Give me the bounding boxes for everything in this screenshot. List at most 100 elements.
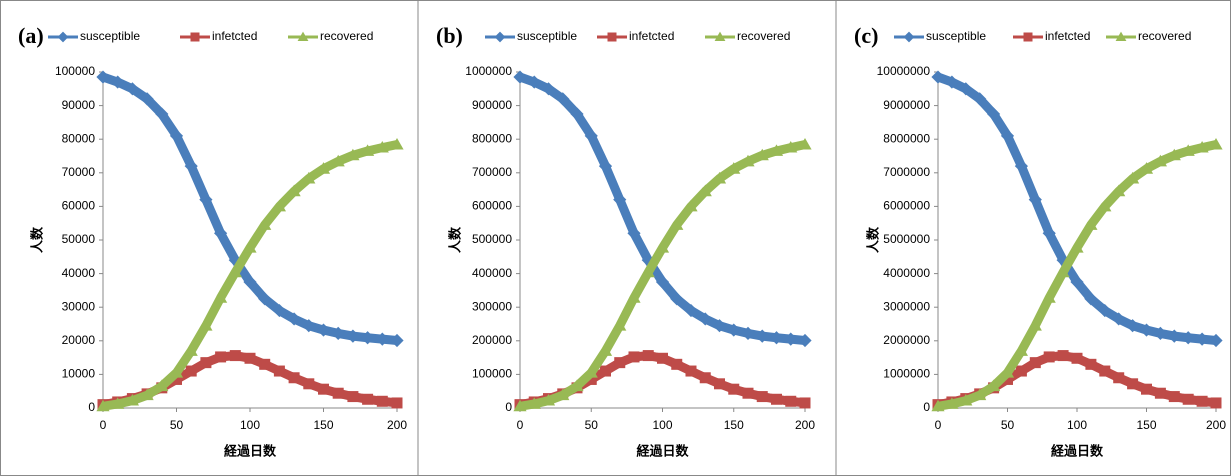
data-point	[111, 75, 125, 89]
data-point	[375, 141, 389, 153]
legend-label: infetcted	[629, 29, 674, 43]
data-point	[1056, 265, 1070, 278]
data-point	[527, 75, 541, 89]
data-point	[1209, 333, 1223, 348]
data-point	[642, 350, 654, 362]
y-tick-label: 1000000	[883, 367, 930, 381]
data-point	[973, 388, 987, 401]
data-point	[641, 265, 655, 278]
data-point	[670, 218, 684, 230]
y-tick-label: 500000	[472, 232, 512, 246]
data-point	[1182, 393, 1194, 405]
data-point	[1085, 358, 1097, 370]
y-tick-label: 300000	[472, 299, 512, 313]
x-tick-label: 50	[1001, 418, 1015, 432]
data-point	[1154, 387, 1166, 399]
data-point	[96, 70, 110, 84]
data-point	[1141, 383, 1152, 395]
y-tick-label: 6000000	[883, 199, 930, 213]
data-point	[959, 394, 973, 406]
data-point	[1112, 312, 1126, 326]
y-tick-label: 30000	[62, 299, 96, 313]
data-point	[200, 357, 212, 369]
data-point	[302, 171, 316, 184]
data-point	[1196, 395, 1208, 407]
data-point	[171, 373, 182, 385]
legend-label: susceptible	[926, 29, 986, 43]
legend-marker	[1023, 32, 1033, 42]
data-point	[1153, 326, 1167, 341]
y-tick-label: 400000	[472, 266, 512, 280]
data-point	[1167, 329, 1181, 343]
data-point	[785, 395, 797, 407]
data-point	[214, 291, 228, 303]
legend-marker	[297, 31, 309, 42]
y-tick-label: 0	[505, 400, 512, 414]
y-tick-label: 8000000	[883, 131, 930, 145]
x-tick-label: 200	[795, 418, 815, 432]
data-point	[1002, 373, 1013, 385]
data-point	[1084, 292, 1098, 306]
legend-label: infetcted	[212, 29, 257, 43]
y-tick-label: 7000000	[883, 165, 930, 179]
data-point	[214, 226, 228, 240]
data-point	[258, 218, 272, 230]
data-point	[1210, 397, 1222, 409]
data-point	[513, 70, 527, 84]
y-tick-label: 90000	[62, 98, 96, 112]
data-point	[584, 366, 598, 378]
y-tick-label: 100000	[55, 64, 95, 78]
x-tick-label: 150	[724, 418, 744, 432]
data-point	[1029, 357, 1041, 369]
legend-label: infetcted	[1045, 29, 1090, 43]
data-point	[1014, 344, 1028, 356]
data-point	[1127, 378, 1139, 390]
data-point	[741, 154, 755, 167]
data-point	[346, 148, 360, 161]
data-point	[1181, 331, 1195, 345]
data-point	[784, 332, 798, 346]
data-point	[331, 154, 345, 167]
data-point	[244, 352, 256, 364]
data-point	[316, 162, 331, 174]
chart-title: (b)	[436, 23, 463, 48]
data-point	[332, 387, 344, 399]
data-point	[215, 351, 227, 363]
data-point	[243, 241, 257, 253]
data-point	[1113, 372, 1125, 384]
y-tick-label: 200000	[472, 333, 512, 347]
data-point	[1209, 137, 1223, 150]
y-tick-label: 9000000	[883, 98, 930, 112]
x-tick-label: 100	[652, 418, 672, 432]
data-point	[1139, 162, 1154, 174]
data-point	[96, 399, 110, 412]
data-point	[600, 365, 611, 377]
data-point	[1112, 184, 1126, 197]
data-point	[799, 397, 811, 409]
y-tick-label: 10000000	[877, 64, 931, 78]
legend-marker	[607, 32, 617, 42]
x-tick-label: 50	[170, 418, 184, 432]
data-point	[1015, 365, 1027, 377]
data-point	[272, 199, 286, 212]
data-point	[185, 365, 197, 377]
legend-marker	[190, 32, 200, 42]
data-point	[140, 92, 154, 106]
data-point	[627, 291, 641, 303]
data-point	[698, 184, 712, 197]
data-point	[556, 92, 570, 106]
data-point	[798, 333, 812, 348]
y-tick-label: 0	[923, 400, 930, 414]
data-point	[1000, 366, 1015, 378]
data-point	[1028, 319, 1042, 331]
x-tick-label: 0	[517, 418, 524, 432]
data-point	[945, 397, 959, 409]
data-point	[361, 144, 375, 156]
data-point	[627, 226, 641, 240]
data-point	[541, 394, 556, 406]
data-point	[228, 265, 242, 278]
data-point	[390, 137, 404, 150]
data-point	[1181, 144, 1195, 156]
data-point	[375, 332, 389, 346]
